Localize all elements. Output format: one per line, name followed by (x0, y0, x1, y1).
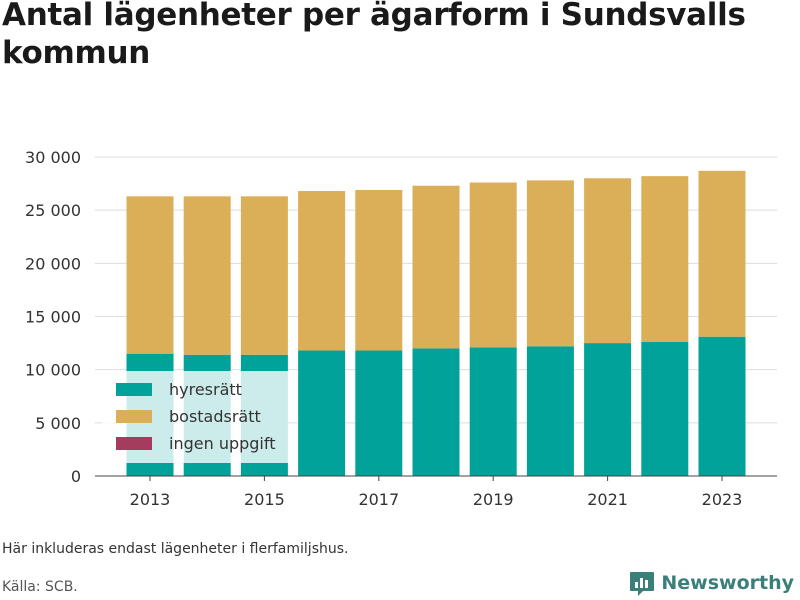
bar-hyresrätt-2019 (469, 347, 517, 476)
legend-swatch (116, 383, 152, 396)
x-axis: 2013 2015 2017 2019 2021 2023 (95, 475, 777, 509)
bar-bostadsrätt-2023 (698, 170, 746, 337)
chart-note: Här inkluderas endast lägenheter i flerf… (2, 541, 349, 557)
source-text: Källa: SCB. (2, 579, 78, 595)
legend-label: bostadsrätt (169, 407, 261, 426)
x-tick-label: 2015 (244, 490, 285, 509)
bar-hyresrätt-2017 (355, 350, 403, 476)
y-tick-label: 20 000 (25, 254, 81, 273)
legend: hyresrätt bostadsrätt ingen uppgift (102, 371, 288, 463)
legend-label: ingen uppgift (169, 434, 276, 453)
bar-bostadsrätt-2018 (412, 185, 460, 349)
bar-bostadsrätt-2017 (355, 189, 403, 351)
x-tick-label: 2019 (473, 490, 514, 509)
y-tick-label: 25 000 (25, 201, 81, 220)
brand-name: Newsworthy (661, 572, 794, 594)
bar-hyresrätt-2021 (584, 343, 632, 476)
bar-hyresrätt-2016 (298, 350, 346, 476)
bar-hyresrätt-2022 (641, 342, 689, 476)
bar-bostadsrätt-2022 (641, 176, 689, 343)
brand-logo: Newsworthy (629, 569, 794, 597)
bar-bostadsrätt-2013 (126, 196, 174, 354)
bar-bostadsrätt-2021 (584, 178, 632, 344)
y-tick-label: 5 000 (35, 414, 81, 433)
y-tick-label: 30 000 (25, 148, 81, 167)
bar-bostadsrätt-2020 (526, 180, 574, 347)
bar-bostadsrätt-2016 (298, 191, 346, 351)
y-tick-label: 0 (71, 467, 81, 486)
bar-bostadsrätt-2019 (469, 182, 517, 348)
legend-swatch (116, 437, 152, 450)
chart-title: Antal lägenheter per ägarform i Sundsval… (2, 0, 746, 71)
x-tick-label: 2017 (358, 490, 399, 509)
x-tick-label: 2013 (130, 490, 171, 509)
x-tick-label: 2023 (702, 490, 743, 509)
bar-hyresrätt-2023 (698, 336, 746, 476)
bar-hyresrätt-2018 (412, 348, 460, 476)
y-tick-label: 15 000 (25, 308, 81, 327)
legend-label: hyresrätt (169, 380, 242, 399)
x-tick-label: 2021 (587, 490, 628, 509)
y-axis: 0 5 000 10 000 15 000 20 000 25 000 30 000 (25, 148, 81, 486)
bar-bostadsrätt-2015 (240, 196, 288, 355)
y-tick-label: 10 000 (25, 361, 81, 380)
bar-hyresrätt-2020 (526, 346, 574, 476)
newsworthy-logo-icon (630, 572, 655, 596)
legend-swatch (116, 410, 152, 423)
bar-bostadsrätt-2014 (183, 196, 231, 355)
